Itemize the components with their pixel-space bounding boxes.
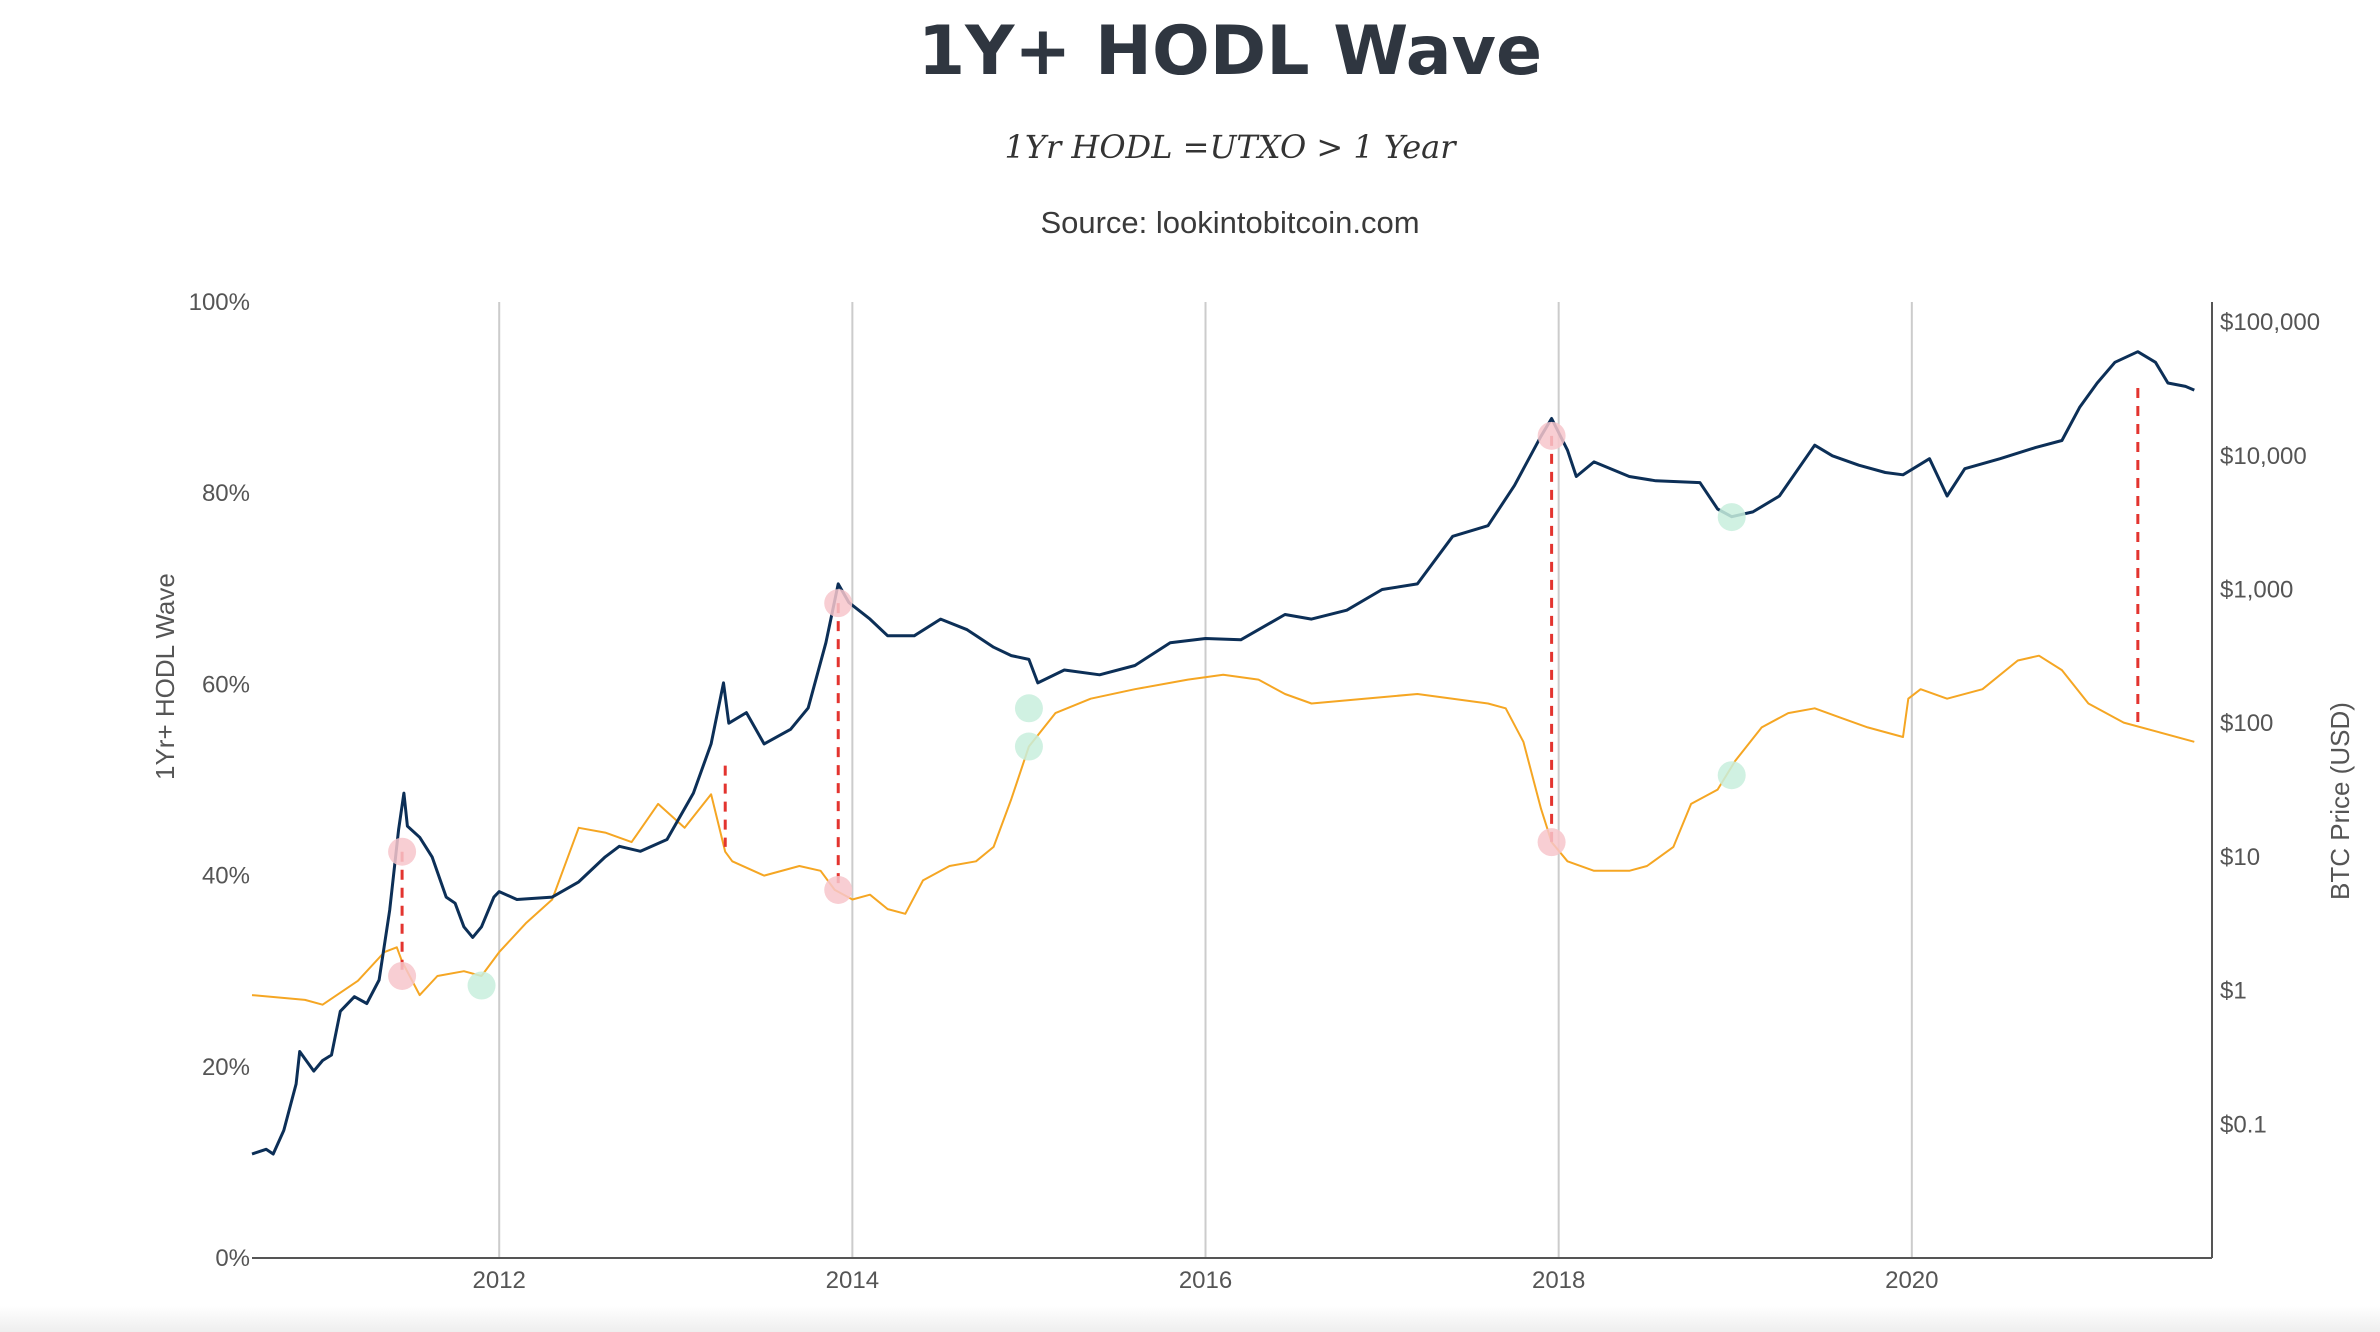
y-right-tick-label: $100,000	[2220, 309, 2320, 336]
top-marker	[824, 589, 853, 618]
chart-title: 1Y+ HODL Wave	[917, 12, 1543, 91]
y-left-tick-label: 60%	[202, 671, 250, 698]
bottom-marker	[1717, 761, 1746, 790]
top-marker	[1537, 828, 1566, 857]
x-tick-label: 2016	[1179, 1267, 1232, 1294]
x-tick-label: 2018	[1532, 1267, 1585, 1294]
y-right-tick-label: $100	[2220, 710, 2273, 737]
btc-price-line	[251, 350, 2195, 1156]
top-marker	[388, 837, 417, 866]
bottom-marker	[1014, 694, 1043, 723]
y-right-tick-label: $1,000	[2220, 576, 2293, 603]
y-axis-right-label: BTC Price (USD)	[2325, 702, 2355, 900]
hodl-wave-line	[251, 654, 2195, 1006]
grid-lines	[498, 302, 1913, 1258]
chart-source: Source: lookintobitcoin.com	[1040, 205, 1420, 240]
y-left-tick-label: 40%	[202, 863, 250, 890]
y-left-tick-label: 100%	[189, 289, 250, 316]
top-marker	[1537, 421, 1566, 450]
y-axis-left-label: 1Yr+ HODL Wave	[150, 573, 180, 780]
bottom-marker	[1717, 503, 1746, 532]
y-left-tick-label: 80%	[202, 480, 250, 507]
y-left-tick-label: 0%	[215, 1245, 250, 1272]
bottom-marker	[467, 971, 496, 1000]
series-layer	[251, 350, 2195, 1156]
axes	[252, 302, 2213, 1259]
tick-labels: 2012 2014 2016 2018 2020 0% 20% 40% 60% 80% 100% $0…	[189, 289, 2321, 1294]
top-marker	[388, 961, 417, 990]
y-right-tick-label: $10	[2220, 844, 2260, 871]
y-right-tick-label: $0.1	[2220, 1111, 2267, 1138]
bottom-fade	[0, 1306, 2380, 1332]
y-right-tick-label: $10,000	[2220, 443, 2307, 470]
top-marker	[824, 875, 853, 904]
y-left-tick-label: 20%	[202, 1054, 250, 1081]
bottom-marker	[1014, 732, 1043, 761]
y-right-tick-label: $1	[2220, 978, 2247, 1005]
x-tick-label: 2020	[1885, 1267, 1938, 1294]
marker-layer	[388, 388, 2140, 1000]
chart-subtitle: 1Yr HODL =UTXO > 1 Year	[1004, 128, 1456, 166]
x-tick-label: 2012	[473, 1267, 526, 1294]
x-tick-label: 2014	[826, 1267, 879, 1294]
